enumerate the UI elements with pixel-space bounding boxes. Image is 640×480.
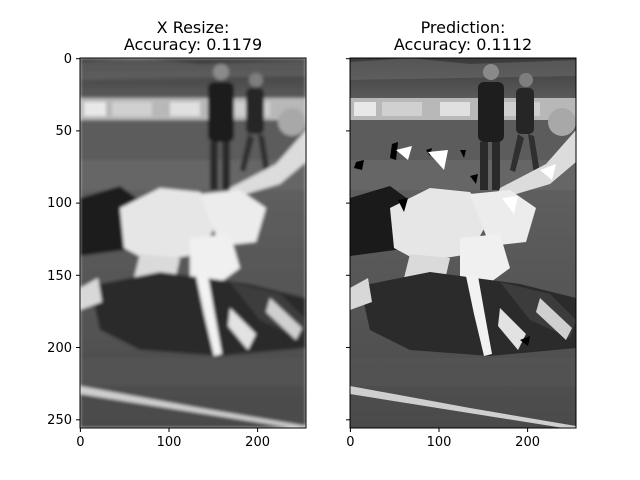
- y-tick-label: 150: [47, 269, 72, 284]
- panel-prediction: Prediction: Accuracy: 0.1112: [346, 18, 577, 450]
- y-tick-label: 250: [47, 413, 72, 428]
- blurred-rugby-image: [80, 58, 306, 428]
- panel-title-line2: Accuracy: 0.1112: [394, 35, 532, 54]
- y-tick-label: 0: [64, 52, 72, 67]
- y-axis: [346, 58, 350, 421]
- predicted-rugby-image: [350, 58, 576, 428]
- y-axis: 0 50 100 150 200 250: [47, 52, 80, 428]
- x-axis: 0 100 200: [346, 428, 540, 450]
- y-tick-label: 200: [47, 341, 72, 356]
- x-tick-label: 0: [76, 435, 84, 450]
- x-tick-label: 200: [245, 435, 270, 450]
- axes-frame: [349, 57, 577, 429]
- x-tick-label: 100: [157, 435, 182, 450]
- x-tick-label: 0: [346, 435, 354, 450]
- x-axis: 0 100 200: [76, 428, 270, 450]
- x-tick-label: 100: [427, 435, 452, 450]
- panel-title-line1: X Resize:: [157, 18, 230, 37]
- axes-frame: [79, 57, 307, 429]
- x-tick-label: 200: [515, 435, 540, 450]
- y-tick-label: 50: [55, 124, 72, 139]
- panel-title-line1: Prediction:: [421, 18, 506, 37]
- y-tick-label: 100: [47, 196, 72, 211]
- panel-title-line2: Accuracy: 0.1179: [124, 35, 262, 54]
- panel-x-resize: X Resize: Accuracy: 0.1179 0 50 100 150 …: [47, 18, 307, 450]
